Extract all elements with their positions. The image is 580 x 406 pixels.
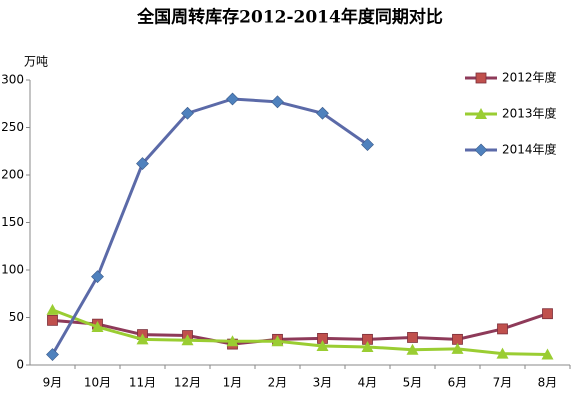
data-point <box>497 323 508 335</box>
data-point <box>406 343 419 355</box>
data-point <box>181 106 194 120</box>
data-point <box>226 92 239 106</box>
data-point <box>316 106 329 120</box>
data-point <box>361 340 374 352</box>
data-point <box>316 340 329 351</box>
y-tick-label: 200 <box>1 168 24 182</box>
data-point <box>542 308 553 320</box>
x-tick-label: 5月 <box>403 376 423 390</box>
x-tick-label: 4月 <box>358 376 378 390</box>
legend-label: 2013年度 <box>502 106 557 121</box>
y-tick-label: 100 <box>1 263 24 277</box>
x-tick-label: 7月 <box>493 376 513 390</box>
data-point <box>271 95 284 109</box>
x-tick-label: 12月 <box>174 376 201 390</box>
series-line <box>51 97 369 356</box>
x-tick-label: 3月 <box>313 376 333 390</box>
data-point <box>46 303 59 315</box>
series-line <box>51 308 548 357</box>
x-tick-label: 9月 <box>43 376 63 390</box>
data-point <box>46 348 59 361</box>
data-point <box>271 335 284 347</box>
x-tick-label: 8月 <box>538 376 558 390</box>
x-tick-label: 11月 <box>129 376 156 390</box>
chart-title: 全国周转库存2012-2014年度同期对比 <box>136 7 443 28</box>
legend-label: 2014年度 <box>502 142 557 157</box>
data-point <box>91 321 104 332</box>
y-tick-label: 0 <box>16 358 24 372</box>
y-tick-label: 250 <box>1 120 24 134</box>
legend-marker <box>475 108 487 119</box>
data-point <box>361 138 374 152</box>
legend-label: 2012年度 <box>502 70 557 85</box>
series-line <box>52 312 548 346</box>
data-point <box>407 332 418 343</box>
data-point <box>451 342 464 354</box>
legend-marker <box>475 72 487 84</box>
data-point <box>47 314 58 326</box>
x-tick-label: 2月 <box>268 376 288 390</box>
x-tick-label: 10月 <box>84 376 111 390</box>
y-axis-label: 万吨 <box>24 55 48 69</box>
data-point <box>226 335 239 347</box>
data-point <box>91 270 104 284</box>
x-tick-label: 1月 <box>223 376 243 390</box>
data-point <box>496 347 509 359</box>
y-tick-label: 300 <box>1 73 24 87</box>
legend-marker <box>474 143 488 157</box>
data-point <box>136 333 149 345</box>
y-tick-label: 50 <box>9 310 24 324</box>
data-point <box>541 348 554 360</box>
data-point <box>181 334 194 346</box>
x-tick-label: 6月 <box>448 376 468 390</box>
y-tick-label: 150 <box>1 215 24 229</box>
data-point <box>136 157 149 171</box>
